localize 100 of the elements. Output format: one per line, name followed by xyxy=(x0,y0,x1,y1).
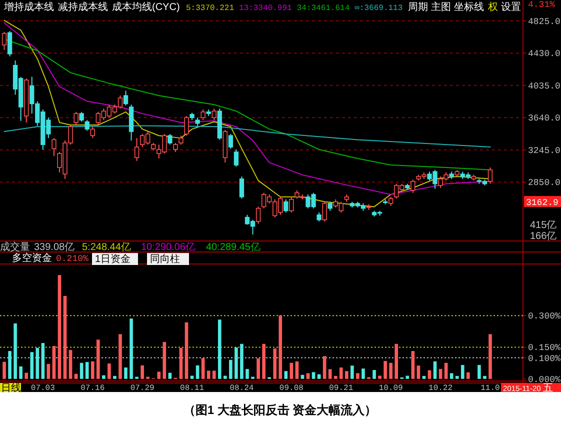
bar xyxy=(406,376,410,379)
bar xyxy=(256,358,260,379)
y-tick-label: 4430.0 xyxy=(528,49,560,60)
bar xyxy=(438,368,442,379)
bar xyxy=(322,356,326,379)
y-tick-label: 0.300% xyxy=(528,312,561,322)
x-tick-label: 09.21 xyxy=(329,384,354,393)
bar xyxy=(74,374,78,379)
bar xyxy=(118,334,122,379)
text: 415亿 xyxy=(530,220,557,231)
text: 166亿 xyxy=(530,231,557,242)
bar xyxy=(411,351,415,379)
text: 4.31% xyxy=(528,0,556,10)
bar xyxy=(384,360,387,379)
bar xyxy=(317,374,321,379)
bar xyxy=(394,344,398,379)
bar xyxy=(113,376,116,379)
bar xyxy=(312,372,316,379)
bar xyxy=(450,373,454,379)
bar xyxy=(455,376,459,379)
bar xyxy=(108,363,111,379)
bar xyxy=(290,362,294,379)
bar xyxy=(339,367,343,379)
bar xyxy=(184,322,188,379)
bar xyxy=(130,318,133,379)
bar xyxy=(240,344,244,379)
bar xyxy=(24,372,28,379)
bar xyxy=(284,371,288,379)
text: 3162.9 xyxy=(526,198,558,208)
bar xyxy=(362,368,365,379)
bar xyxy=(52,346,56,379)
bar xyxy=(300,374,304,379)
bar xyxy=(41,343,45,379)
annotation: 权 xyxy=(487,1,498,13)
annotation: 坐标线 xyxy=(454,1,484,13)
text: 1日资金 xyxy=(95,253,131,265)
bar xyxy=(460,364,464,379)
text: 5:3370.221 xyxy=(186,4,234,13)
bar xyxy=(229,360,232,379)
bar xyxy=(36,348,40,379)
bar xyxy=(444,362,448,379)
bar xyxy=(483,376,486,379)
bar xyxy=(190,376,194,379)
annotation: 周期 xyxy=(408,1,428,13)
bar xyxy=(278,316,282,379)
text: 13:3340.991 xyxy=(239,4,292,13)
text: 34:3461.614 xyxy=(296,4,350,13)
text: （图1 大盘长阳反击 资金大幅流入） xyxy=(183,403,377,417)
text: 0.210% xyxy=(56,254,90,264)
bar xyxy=(350,366,354,379)
bar xyxy=(433,361,437,379)
bar xyxy=(356,373,360,379)
text: 10:290.06亿 xyxy=(141,242,196,253)
bar xyxy=(212,370,216,379)
bar xyxy=(428,370,432,379)
bar xyxy=(85,362,89,379)
y-tick-label: 4035.0 xyxy=(528,81,560,92)
x-tick-label: 07.29 xyxy=(130,384,155,393)
bar xyxy=(389,362,392,379)
bar xyxy=(30,352,34,379)
y-tick-label: 0.150% xyxy=(528,343,561,354)
bar xyxy=(328,369,332,379)
bar xyxy=(466,372,470,379)
bar xyxy=(162,342,166,379)
bar xyxy=(80,362,84,379)
text: ∞:3669.113 xyxy=(354,4,403,13)
x-tick-label: 08.11 xyxy=(180,384,204,393)
annotation: 减持成本线 xyxy=(58,1,108,13)
bar xyxy=(478,364,481,379)
x-tick-label: 08.24 xyxy=(230,384,254,393)
line-series xyxy=(4,125,491,148)
text: 成交量 xyxy=(0,241,30,253)
bar xyxy=(206,370,210,379)
bar xyxy=(19,366,22,379)
annotation: 成本均线(CYC) xyxy=(112,1,180,13)
bar xyxy=(179,348,183,379)
bar xyxy=(378,376,382,379)
bar xyxy=(372,370,376,379)
y-tick-label: 4825.0 xyxy=(528,16,560,27)
bar xyxy=(306,373,310,379)
bar xyxy=(345,371,348,379)
bar xyxy=(68,350,72,379)
bar xyxy=(96,340,100,379)
bar xyxy=(2,362,6,379)
bar xyxy=(63,296,67,379)
x-tick-label: 10.09 xyxy=(378,384,404,393)
y-tick-label: 3640.0 xyxy=(528,114,560,124)
annotation: 主图 xyxy=(431,1,451,13)
bar xyxy=(273,348,277,379)
x-tick-label: 10.22 xyxy=(428,384,453,393)
text: 40:289.45亿 xyxy=(206,242,260,253)
y-tick-label: 0.100% xyxy=(528,354,561,364)
text: 设置 xyxy=(501,1,521,13)
bar xyxy=(488,334,492,379)
bar xyxy=(201,358,205,379)
x-tick-label: 07.03 xyxy=(30,384,56,393)
bar xyxy=(124,367,128,379)
bar xyxy=(90,361,94,379)
bar xyxy=(157,372,161,379)
bar xyxy=(416,366,420,379)
